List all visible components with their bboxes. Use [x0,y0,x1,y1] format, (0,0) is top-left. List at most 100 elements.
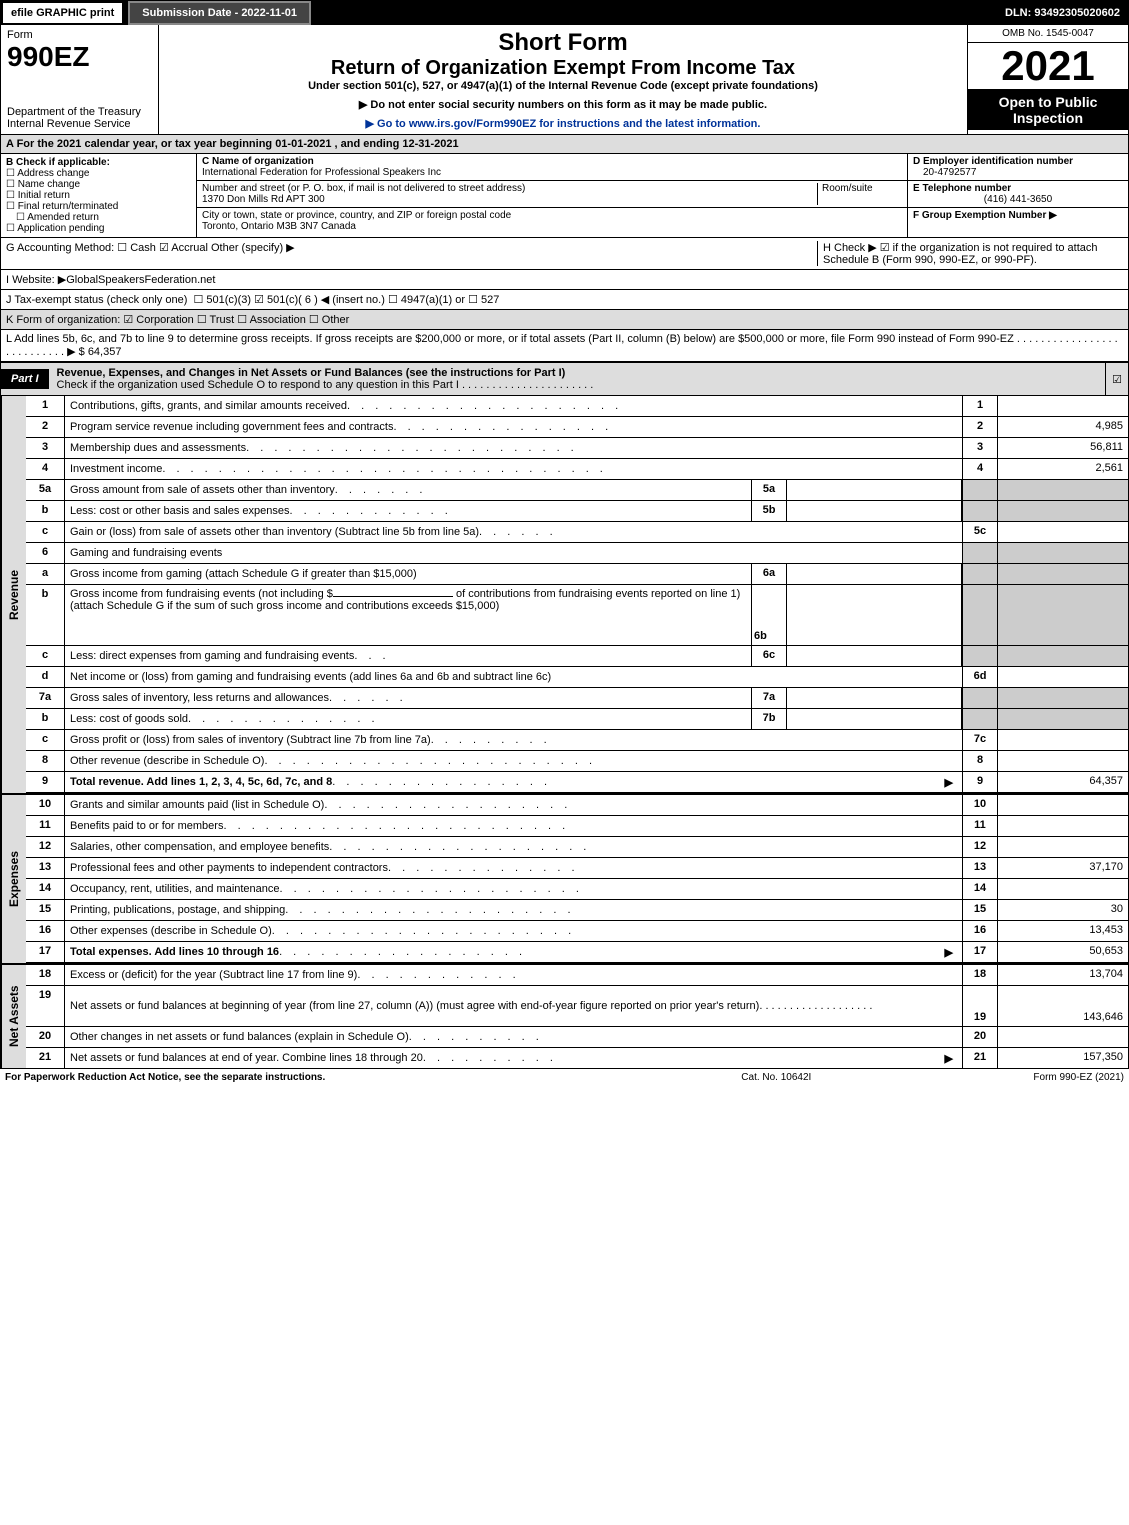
section-l-gross-receipts: L Add lines 5b, 6c, and 7b to line 9 to … [1,330,1128,362]
chk-initial-return[interactable] [6,190,15,201]
line-15-desc: Printing, publications, postage, and shi… [70,904,285,916]
line-17-desc: Total expenses. Add lines 10 through 16 [70,946,279,958]
line-6b-ref [962,585,997,645]
line-7c-ref: 7c [962,730,997,750]
line-17-ref: 17 [962,942,997,962]
c-addr-label: Number and street (or P. O. box, if mail… [202,183,525,194]
line-14-val [997,879,1128,899]
chk-name-change[interactable] [6,179,15,190]
line-6-desc: Gaming and fundraising events [70,547,222,559]
line-14-desc: Occupancy, rent, utilities, and maintena… [70,883,280,895]
c-city-label: City or town, state or province, country… [202,210,511,221]
line-12-val [997,837,1128,857]
footer-paperwork-notice: For Paperwork Reduction Act Notice, see … [5,1072,519,1083]
return-title: Return of Organization Exempt From Incom… [163,57,963,80]
line-20-num: 20 [26,1027,65,1047]
section-j-tax-status: J Tax-exempt status (check only one) ­ ☐… [1,290,1128,310]
part-1-header: Part I Revenue, Expenses, and Changes in… [1,362,1128,396]
chk-address-change[interactable] [6,168,15,179]
line-12-ref: 12 [962,837,997,857]
part-1-schedule-o-checkbox[interactable]: ☑ [1105,363,1128,395]
line-7b-boxval [787,709,962,729]
net-assets-section: Net Assets 18Excess or (deficit) for the… [1,963,1128,1068]
opt-application-pending: Application pending [17,223,104,234]
line-6d-ref: 6d [962,667,997,687]
line-18-ref: 18 [962,965,997,985]
line-15-val: 30 [997,900,1128,920]
opt-name-change: Name change [18,179,80,190]
line-6b-num: b [26,585,65,645]
arrow-icon: ▶ [941,1052,957,1065]
line-10-num: 10 [26,795,65,815]
line-17-num: 17 [26,942,65,962]
line-6b-box: 6b [751,585,787,645]
efile-print-label[interactable]: efile GRAPHIC print [1,1,124,25]
section-c: C Name of organization International Fed… [197,154,908,237]
c-name-label: C Name of organization [202,156,314,167]
line-12-num: 12 [26,837,65,857]
section-d-e-f: D Employer identification number 20-4792… [908,154,1128,237]
line-7b-val [997,709,1128,729]
dln-label: DLN: 93492305020602 [997,3,1128,23]
line-7a-val [997,688,1128,708]
line-4-val: 2,561 [997,459,1128,479]
line-5c-desc: Gain or (loss) from sale of assets other… [70,526,479,538]
line-6c-num: c [26,646,65,666]
e-phone-label: E Telephone number [913,183,1011,194]
side-label-revenue: Revenue [1,396,26,793]
line-14-ref: 14 [962,879,997,899]
line-2-desc: Program service revenue including govern… [70,421,393,433]
chk-amended-return[interactable] [16,212,25,223]
line-19-ref: 19 [962,986,997,1026]
line-8-num: 8 [26,751,65,771]
org-city: Toronto, Ontario M3B 3N7 Canada [202,221,356,232]
irs-link[interactable]: ▶ Go to www.irs.gov/Form990EZ for instru… [366,118,761,130]
expenses-section: Expenses 10 Grants and similar amounts pa… [1,793,1128,963]
line-7c-num: c [26,730,65,750]
line-6-val [997,543,1128,563]
line-16-desc: Other expenses (describe in Schedule O) [70,925,272,937]
line-13-val: 37,170 [997,858,1128,878]
line-9-desc: Total revenue. Add lines 1, 2, 3, 4, 5c,… [70,776,332,788]
line-7a-boxval [787,688,962,708]
line-5b-boxval [787,501,962,521]
line-14-num: 14 [26,879,65,899]
part-1-title: Revenue, Expenses, and Changes in Net As… [57,367,566,379]
line-21-num: 21 [26,1048,65,1068]
line-5a-box: 5a [751,480,787,500]
line-9-val: 64,357 [997,772,1128,792]
line-5c-num: c [26,522,65,542]
section-b-label: B Check if applicable: [6,157,191,168]
line-20-val [997,1027,1128,1047]
chk-application-pending[interactable] [6,223,15,234]
line-11-num: 11 [26,816,65,836]
line-5c-ref: 5c [962,522,997,542]
line-17-val: 50,653 [997,942,1128,962]
room-suite-label: Room/suite [818,183,902,205]
chk-final-return[interactable] [6,201,15,212]
section-i-website: I Website: ▶GlobalSpeakersFederation.net [1,270,1128,290]
line-11-val [997,816,1128,836]
line-3-val: 56,811 [997,438,1128,458]
line-6c-val [997,646,1128,666]
org-name: International Federation for Professiona… [202,167,441,178]
line-10-desc: Grants and similar amounts paid (list in… [70,799,324,811]
footer-form-ref: Form 990-EZ (2021) [1033,1072,1124,1083]
line-16-ref: 16 [962,921,997,941]
line-12-desc: Salaries, other compensation, and employ… [70,841,329,853]
opt-initial-return: Initial return [18,190,70,201]
form-header: Form 990EZ Department of the Treasury In… [1,25,1128,135]
section-b-to-f: B Check if applicable: Address change Na… [1,154,1128,238]
line-20-ref: 20 [962,1027,997,1047]
arrow-icon: ▶ [941,946,957,959]
line-6-num: 6 [26,543,65,563]
opt-final-return: Final return/terminated [18,201,119,212]
dept-treasury: Department of the Treasury [7,106,152,118]
form-number: 990EZ [7,41,152,73]
line-5a-num: 5a [26,480,65,500]
line-6b-desc1: Gross income from fundraising events (no… [70,588,333,600]
revenue-section: Revenue 1Contributions, gifts, grants, a… [1,396,1128,793]
line-15-num: 15 [26,900,65,920]
line-5b-box: 5b [751,501,787,521]
side-label-expenses: Expenses [1,795,26,963]
